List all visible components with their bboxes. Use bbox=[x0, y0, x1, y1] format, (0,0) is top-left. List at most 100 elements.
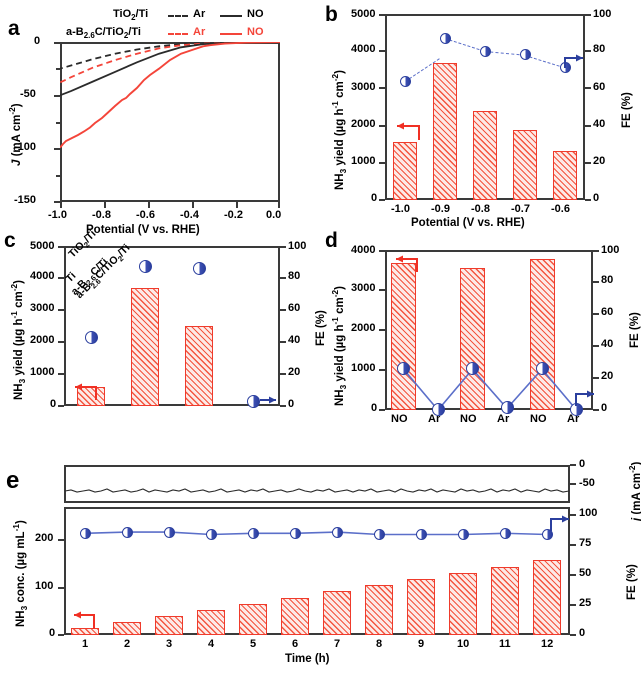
panel-e-label: e bbox=[6, 467, 20, 494]
panel-d-y2label-20: 20 bbox=[601, 370, 614, 382]
panel-e-y2label-0: 0 bbox=[579, 627, 586, 639]
panel-d-ytick-2000 bbox=[379, 329, 385, 331]
panel-c-ylabel-1000: 1000 bbox=[30, 366, 55, 378]
panel-e-y2tick-25 bbox=[570, 604, 576, 607]
fe-marker-e-8 bbox=[373, 529, 385, 540]
panel-a-ytick-50 bbox=[54, 95, 60, 97]
bar-d-1 bbox=[391, 262, 416, 410]
panel-e-y2tick-100 bbox=[570, 514, 576, 517]
panel-e-y-axis-title: NH3 conc. (µg mL-1) bbox=[12, 520, 30, 627]
bar-b-4 bbox=[513, 129, 537, 200]
panel-e-top-frame bbox=[64, 465, 570, 503]
fe-marker-e-10 bbox=[457, 529, 469, 540]
legend-no-black: NO bbox=[247, 8, 264, 20]
legend-solid-red-line bbox=[220, 33, 242, 35]
fe-marker-e-12 bbox=[541, 529, 553, 540]
panel-c-y2tick-40 bbox=[280, 341, 286, 343]
panel-b-x-axis-title: Potential (V vs. RHE) bbox=[411, 217, 525, 229]
bar-b-1 bbox=[393, 142, 417, 200]
bar-e-12 bbox=[533, 560, 561, 635]
panel-b-xlabel-3: -0.8 bbox=[471, 203, 490, 215]
panel-e-y2tick-0 bbox=[570, 634, 576, 636]
panel-d-xlabel-3: NO bbox=[460, 413, 477, 425]
panel-b-right-axis-arrow bbox=[564, 54, 583, 68]
panel-c-y2label-40: 40 bbox=[288, 334, 301, 346]
panel-e-ytick-100 bbox=[58, 586, 64, 589]
panel-b-y-axis-title: NH3 yield (µg h-1 cm-2) bbox=[331, 70, 349, 190]
panel-b-ylabel-5000: 5000 bbox=[351, 8, 376, 20]
fe-marker-e-11 bbox=[499, 527, 511, 539]
panel-e-ylabel-0: 0 bbox=[49, 627, 56, 639]
bar-e-10 bbox=[449, 572, 477, 635]
panel-d-ylabel-2000: 2000 bbox=[351, 322, 376, 334]
panel-b-ylabel-4000: 4000 bbox=[351, 43, 376, 55]
panel-d-y2tick-100 bbox=[593, 250, 599, 252]
panel-c-y2tick-80 bbox=[280, 277, 286, 279]
bar-e-6 bbox=[281, 597, 309, 635]
panel-e-xlabel-2: 2 bbox=[124, 638, 131, 650]
bar-e-9 bbox=[407, 579, 435, 635]
panel-d-ylabel-0: 0 bbox=[371, 402, 378, 414]
panel-d-xlabel-2: Ar bbox=[428, 413, 441, 425]
panel-c-ylabel-3000: 3000 bbox=[30, 302, 55, 314]
fe-marker-c-3 bbox=[192, 261, 206, 275]
panel-d-ylabel-3000: 3000 bbox=[351, 282, 376, 294]
panel-b-y2label-80: 80 bbox=[593, 43, 606, 55]
panel-e-y2label-50: 50 bbox=[579, 567, 592, 579]
fe-marker-e-9 bbox=[415, 529, 427, 540]
legend-solid-black-line bbox=[220, 15, 242, 17]
panel-c-ylabel-5000: 5000 bbox=[30, 240, 55, 252]
panel-a-xtick-3 bbox=[148, 202, 150, 208]
panel-d-ylabel-1000: 1000 bbox=[351, 362, 376, 374]
panel-b-ylabel-1000: 1000 bbox=[351, 155, 376, 167]
legend-dash-black-line bbox=[168, 15, 188, 17]
panel-e-top-ytick-50 bbox=[570, 483, 576, 485]
bar-c-3 bbox=[185, 325, 213, 406]
fe-marker-d-5 bbox=[535, 362, 549, 376]
fe-marker-e-7 bbox=[331, 526, 343, 538]
panel-c-y-axis-title: NH3 yield (µg h-1 cm-2) bbox=[10, 280, 28, 400]
panel-e-top-ylabel-0: 0 bbox=[579, 458, 586, 470]
panel-d-y2tick-40 bbox=[593, 345, 599, 347]
panel-e-xlabel-9: 9 bbox=[418, 638, 425, 650]
panel-e-ytick-200 bbox=[58, 539, 64, 542]
panel-c-right-axis-arrow bbox=[260, 396, 276, 404]
bar-c-1 bbox=[77, 386, 105, 406]
panel-c-left-axis-arrow bbox=[75, 383, 97, 400]
legend-ar-red: Ar bbox=[193, 26, 206, 38]
panel-b-ytick-0 bbox=[379, 199, 385, 201]
panel-a-xlabel-5: -0.2 bbox=[224, 209, 243, 221]
panel-d-y-axis-title: NH3 yield (µg h-1 cm-2) bbox=[331, 286, 349, 406]
panel-a-xtick-2 bbox=[104, 202, 106, 208]
panel-e-xlabel-7: 7 bbox=[334, 638, 341, 650]
panel-b: b 0 1000 2000 3000 4000 5000 0 20 40 60 … bbox=[321, 0, 641, 229]
panel-b-ylabel-2000: 2000 bbox=[351, 118, 376, 130]
current-density-trace bbox=[65, 488, 569, 493]
panel-e-top-y-axis-title: j (mA cm-2) bbox=[628, 462, 641, 521]
panel-d-y2tick-0 bbox=[593, 409, 599, 411]
panel-e-x-axis-title: Time (h) bbox=[285, 653, 330, 665]
fe-marker-d-3 bbox=[466, 362, 479, 376]
panel-e-y2label-100: 100 bbox=[579, 507, 598, 519]
panel-c-ytick-0 bbox=[58, 405, 64, 407]
panel-b-y2label-100: 100 bbox=[593, 8, 612, 20]
panel-c-y2label-0: 0 bbox=[288, 398, 295, 410]
panel-b-xlabel-1: -1.0 bbox=[391, 203, 410, 215]
panel-b-y2label-60: 60 bbox=[593, 81, 606, 93]
panel-b-y2tick-100 bbox=[585, 14, 591, 16]
panel-a: a TiO2/Ti Ar NO a-B2.6C/TiO2/Ti Ar NO 0 … bbox=[0, 0, 320, 236]
panel-b-y2label-20: 20 bbox=[593, 155, 606, 167]
fe-marker-b-3 bbox=[479, 45, 491, 57]
panel-e-ytick-0 bbox=[58, 634, 64, 636]
panel-c-y2label-60: 60 bbox=[288, 302, 301, 314]
panel-b-y2-axis-title: FE (%) bbox=[621, 92, 633, 128]
bar-b-5 bbox=[553, 150, 577, 200]
panel-d-ylabel-4000: 4000 bbox=[351, 244, 376, 256]
panel-e-xlabel-3: 3 bbox=[166, 638, 173, 650]
bar-b-3 bbox=[473, 111, 497, 200]
panel-d-y2label-100: 100 bbox=[601, 244, 620, 256]
panel-c-plot-frame bbox=[64, 246, 280, 406]
fe-marker-e-2 bbox=[121, 526, 133, 538]
panel-d-left-axis-arrow bbox=[396, 255, 418, 272]
panel-d-xlabel-5: NO bbox=[530, 413, 547, 425]
